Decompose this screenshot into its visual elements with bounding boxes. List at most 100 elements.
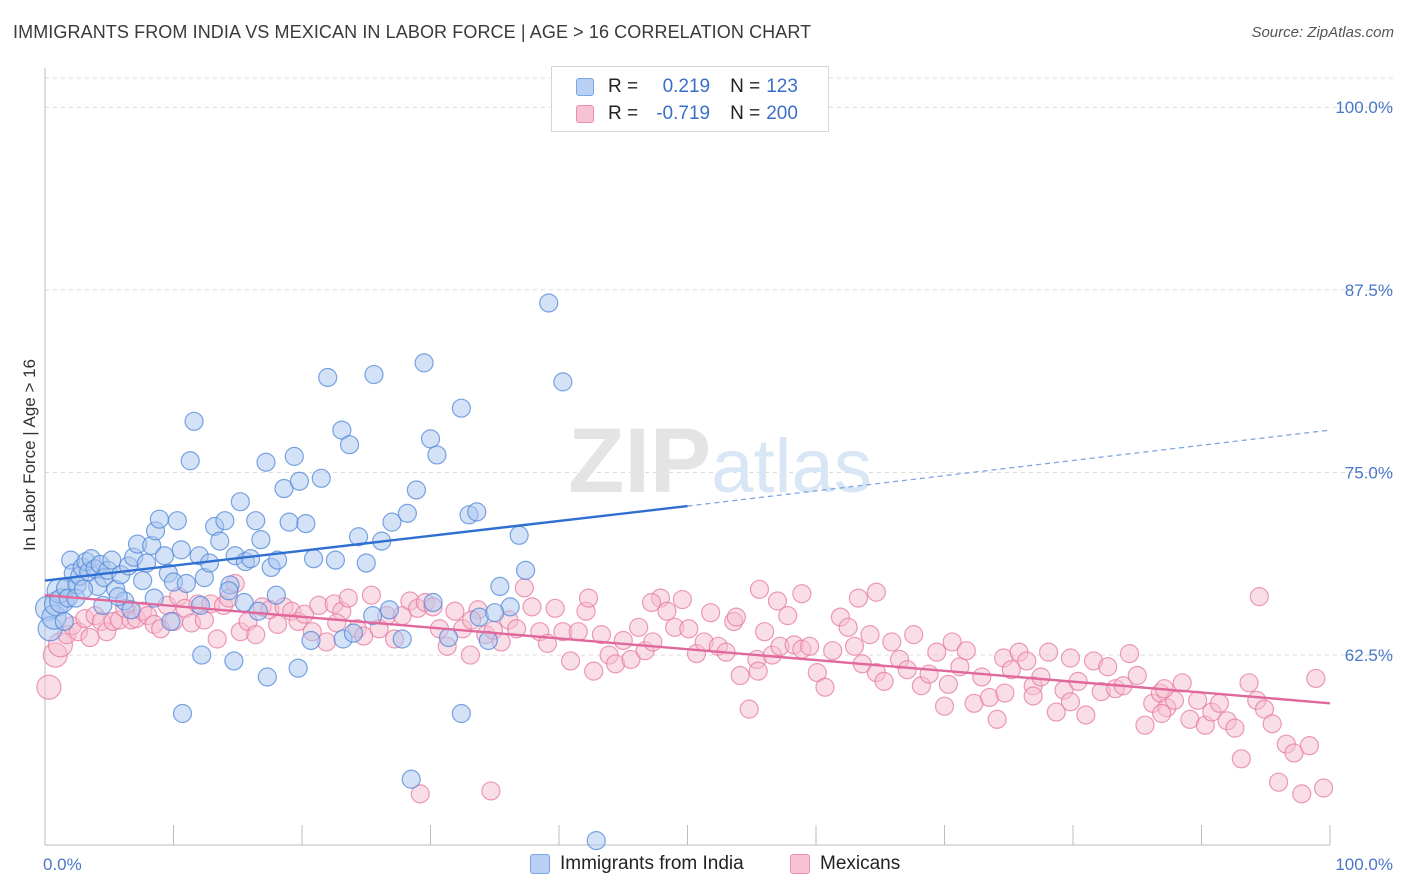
india-point [348,527,369,547]
india-point [427,445,447,465]
mexicans-point [481,781,501,801]
india-point [451,398,471,418]
india-point [248,601,268,621]
india-point [257,667,277,687]
india-point [184,411,204,431]
mexicans-point [730,665,750,686]
mexicans-point [919,664,939,684]
mexicans-point [1313,778,1334,798]
bottom-legend-swatch-mexicans [790,854,810,874]
india-point [121,600,141,620]
india-point [144,588,164,608]
mexicans-point [1299,736,1320,756]
mexicans-point [897,660,917,680]
india-point [311,468,331,488]
y-tick-label: 100.0% [1335,98,1393,117]
x-tick-labels: 0.0% 100.0% [43,855,1393,874]
mexicans-point [1231,749,1251,769]
mexicans-point [739,699,759,719]
india-point [423,592,443,613]
mexicans-point [987,709,1007,729]
mexicans-point [1127,665,1147,686]
bottom-legend-label-mexicans: Mexicans [820,853,901,874]
india-point [288,658,308,678]
mexicans-point [799,636,820,656]
mexicans-point [1262,714,1282,734]
mexicans-point [748,661,768,681]
india-point [102,550,122,570]
mexicans-point [1239,673,1259,693]
india-point [586,831,606,851]
legend-n-value-india: 123 [766,76,798,97]
india-point [246,511,266,531]
india-point [490,576,510,597]
india-point [171,540,191,560]
mexicans-point [1152,703,1172,724]
mexicans-point [1306,668,1326,689]
mexicans-point [749,579,770,599]
mexicans-point [1268,772,1289,792]
mexicans-point [1284,743,1304,763]
mexicans-point [1046,702,1066,722]
india-point [192,645,212,665]
x-tick-label: 100.0% [1335,855,1393,874]
legend-r-label: R = [608,76,639,97]
india-point [73,579,94,599]
mexicans-point [1209,693,1230,713]
y-tick-label: 75.0% [1345,463,1393,482]
mexicans-point [938,674,958,694]
india-point [356,553,376,573]
india-point [161,611,181,632]
legend-row-mexicans: R = -0.719 N = 200 [576,101,798,127]
mexicans-point [942,632,962,652]
mexicans-point [578,588,599,608]
mexicans-point [545,598,565,618]
india-point [363,606,383,626]
india-point [485,603,505,623]
mexicans-point [1098,657,1118,677]
mexicans-point [1017,651,1037,671]
mexicans-point [934,696,955,716]
trend-lines [44,429,1331,705]
india-point [438,627,459,648]
mexicans-point [1023,686,1043,706]
mexicans-point [1001,660,1021,680]
mexicans-point [1031,667,1051,687]
mexicans-point [643,632,663,652]
india-point [289,471,310,491]
mexicans-point [621,649,641,670]
mexicans-point [838,617,858,637]
india-point [251,530,271,550]
india-point [274,478,294,499]
bottom-legend-label-india: Immigrants from India [560,853,744,874]
india-point [553,372,573,392]
mexicans-point [522,597,542,617]
source-label: Source: ZipAtlas.com [1251,24,1394,41]
mexicans-point [1119,644,1140,664]
mexicans-point [767,591,788,611]
mexicans-point [927,642,947,662]
mexicans-point [778,606,798,626]
mexicans-point [514,578,534,598]
mexicans-point [726,607,746,627]
mexicans-trend-line [44,593,1331,705]
mexicans-point [613,630,633,651]
mexicans-point [629,617,649,637]
india-point [392,629,412,649]
bottom-legend-swatch-india [530,854,550,874]
india-point [379,600,399,620]
india-point [210,531,230,551]
mexicans-point [294,604,315,624]
india-point [267,550,288,570]
india-point [401,769,421,789]
india-point [296,513,316,534]
bottom-legend-india: Immigrants from India [530,852,744,876]
legend-r-label: R = [608,103,639,124]
india-point [266,585,286,605]
india-point [154,546,175,566]
india-point [318,367,338,388]
legend-swatch-india [576,78,594,96]
legend-r-value-mexicans: -0.719 [656,103,711,124]
mexicans-point [1076,705,1096,725]
